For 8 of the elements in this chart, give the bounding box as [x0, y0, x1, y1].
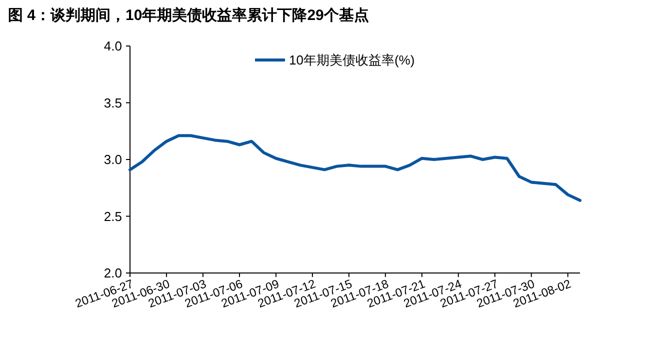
y-tick-label: 2.0 [104, 266, 122, 280]
y-tick-label: 3.0 [104, 152, 122, 167]
legend-label: 10年期美债收益率(%) [289, 52, 415, 68]
legend: 10年期美债收益率(%) [255, 52, 415, 68]
y-tick-label: 2.5 [104, 208, 122, 224]
chart-title: 图 4：谈判期间，10年期美债收益率累计下降29个基点 [8, 6, 369, 24]
y-tick-label: 3.5 [104, 95, 122, 110]
y-tick-label: 4.0 [104, 38, 122, 54]
